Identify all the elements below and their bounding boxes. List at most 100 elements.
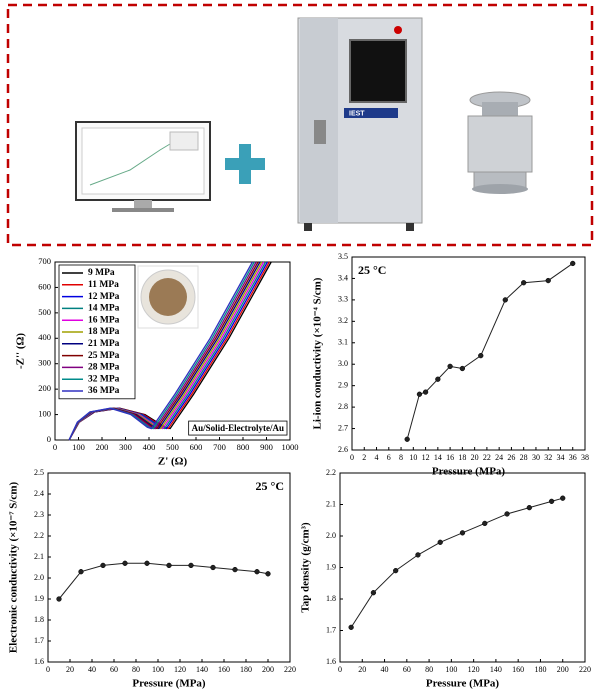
x-tick-label: 60 bbox=[110, 665, 118, 674]
data-point bbox=[78, 569, 84, 575]
y-tick-label: 3.2 bbox=[338, 316, 348, 325]
y-axis-label: Tap density (g/cm³) bbox=[300, 522, 312, 613]
x-tick-label: 0 bbox=[338, 665, 342, 674]
x-tick-label: 36 bbox=[569, 453, 577, 462]
chart-panel: 0 2 4 6 8 10 12 14 16 18 20 22 24 26 28 30 32 34 36 382.62.… bbox=[312, 252, 589, 478]
computer bbox=[75, 121, 211, 212]
data-point bbox=[560, 495, 566, 501]
plot-frame bbox=[351, 256, 586, 451]
x-tick-label: 28 bbox=[520, 453, 528, 462]
y-tick-label: 400 bbox=[38, 332, 51, 342]
x-axis-label: Z' (Ω) bbox=[158, 456, 188, 468]
x-tick-label: 18 bbox=[458, 453, 466, 462]
data-point bbox=[56, 596, 62, 602]
x-tick-label: 900 bbox=[260, 442, 273, 452]
x-tick-label: 100 bbox=[445, 665, 457, 674]
data-point bbox=[348, 624, 354, 630]
x-tick-label: 0 bbox=[350, 453, 354, 462]
y-tick-label: 2.1 bbox=[34, 552, 44, 561]
legend-label: 36 MPa bbox=[88, 386, 120, 396]
legend-label: 25 MPa bbox=[88, 351, 120, 361]
y-tick-label: 1.7 bbox=[34, 636, 44, 645]
y-tick-label: 1.8 bbox=[34, 615, 44, 624]
data-point bbox=[435, 376, 441, 382]
x-tick-label: 220 bbox=[579, 665, 591, 674]
series-line bbox=[406, 263, 574, 440]
legend-label: 18 MPa bbox=[88, 327, 120, 337]
x-tick-label: 24 bbox=[495, 453, 503, 462]
x-tick-label: 100 bbox=[152, 665, 164, 674]
chart-panel: 0 100 200 300 400 500 600 700 800 900 1000 0 100 200 3… bbox=[15, 256, 299, 468]
data-point bbox=[122, 560, 128, 566]
y-tick-label: 2.4 bbox=[34, 489, 44, 498]
x-tick-label: 22 bbox=[483, 453, 491, 462]
y-tick-label: 1.8 bbox=[326, 594, 336, 603]
x-tick-label: 600 bbox=[190, 442, 203, 452]
x-tick-label: 200 bbox=[96, 442, 109, 452]
legend-label: 16 MPa bbox=[88, 315, 120, 325]
y-tick-label: 2.3 bbox=[34, 510, 44, 519]
data-point bbox=[521, 280, 527, 286]
y-tick-label: 2.2 bbox=[34, 531, 44, 540]
y-tick-label: 1.7 bbox=[326, 625, 336, 634]
x-tick-label: 12 bbox=[422, 453, 430, 462]
annotation: 25 °C bbox=[358, 263, 386, 277]
y-axis-label: -Z'' (Ω) bbox=[15, 333, 27, 369]
x-tick-label: 30 bbox=[532, 453, 540, 462]
data-point bbox=[526, 505, 532, 511]
data-point bbox=[232, 566, 238, 573]
plot-frame bbox=[339, 472, 586, 663]
x-tick-label: 1000 bbox=[282, 442, 299, 452]
x-axis-label: Pressure (MPa) bbox=[432, 466, 506, 478]
annotation-box bbox=[188, 420, 288, 436]
y-axis-label: Electronic conductivity (×10⁻⁷ S/cm) bbox=[8, 482, 20, 654]
x-tick-label: 32 bbox=[544, 453, 552, 462]
y-tick-label: 500 bbox=[38, 307, 51, 317]
legend-label: 11 MPa bbox=[88, 280, 119, 290]
x-tick-label: 100 bbox=[72, 442, 85, 452]
y-tick-label: 3.3 bbox=[338, 295, 348, 304]
legend-label: 9 MPa bbox=[88, 268, 115, 278]
y-tick-label: 2.0 bbox=[326, 531, 336, 540]
x-tick-label: 160 bbox=[512, 665, 524, 674]
x-tick-label: 160 bbox=[218, 665, 230, 674]
legend-label: 28 MPa bbox=[88, 363, 120, 373]
y-tick-label: 1.6 bbox=[34, 657, 44, 666]
x-tick-label: 180 bbox=[240, 665, 252, 674]
data-point bbox=[459, 530, 466, 536]
x-tick-label: 2 bbox=[362, 453, 366, 462]
y-tick-label: 700 bbox=[38, 256, 51, 266]
legend-label: 14 MPa bbox=[88, 304, 120, 314]
y-tick-label: 2.0 bbox=[34, 573, 44, 582]
data-point bbox=[100, 562, 106, 569]
data-point bbox=[144, 560, 150, 566]
y-tick-label: 2.9 bbox=[338, 380, 348, 389]
plot-frame bbox=[47, 472, 291, 663]
y-tick-label: 2.8 bbox=[338, 402, 348, 411]
x-tick-label: 38 bbox=[581, 453, 589, 462]
data-point bbox=[415, 552, 421, 558]
x-tick-label: 180 bbox=[534, 665, 546, 674]
x-axis-label: Pressure (MPa) bbox=[426, 678, 500, 690]
x-tick-label: 20 bbox=[471, 453, 479, 462]
x-tick-label: 300 bbox=[119, 442, 132, 452]
annotation: 25 °C bbox=[256, 479, 284, 493]
data-point bbox=[254, 569, 260, 575]
annotation: Au/Solid-Electrolyte/Au bbox=[192, 423, 284, 433]
y-tick-label: 1.6 bbox=[326, 657, 336, 666]
x-tick-label: 500 bbox=[166, 442, 179, 452]
device-label: IEST bbox=[349, 110, 365, 117]
x-tick-label: 16 bbox=[446, 453, 454, 462]
x-tick-label: 4 bbox=[375, 453, 379, 462]
x-axis-label: Pressure (MPa) bbox=[132, 678, 206, 690]
data-point bbox=[545, 277, 551, 284]
data-point bbox=[210, 564, 216, 571]
y-tick-label: 3.1 bbox=[338, 338, 348, 347]
y-tick-label: 0 bbox=[47, 434, 51, 444]
data-point bbox=[504, 511, 510, 517]
x-tick-label: 200 bbox=[262, 665, 274, 674]
x-tick-label: 20 bbox=[66, 665, 74, 674]
y-tick-label: 600 bbox=[38, 281, 51, 291]
series-line bbox=[350, 497, 563, 628]
x-tick-label: 60 bbox=[403, 665, 411, 674]
